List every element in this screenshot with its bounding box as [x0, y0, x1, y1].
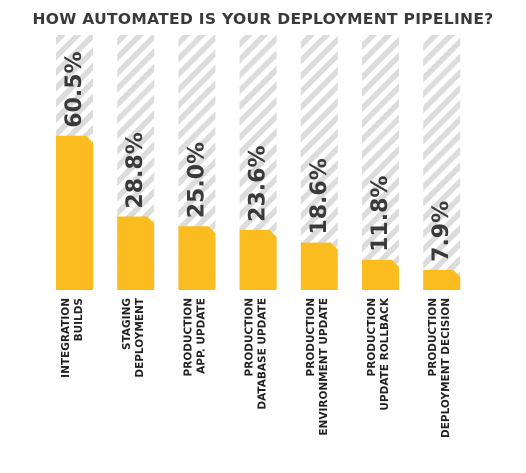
category-label-6-line-2: UPDATE ROLLBACK	[379, 297, 391, 410]
bar-7	[423, 269, 461, 290]
category-label-4-line-1: PRODUCTION	[244, 298, 256, 376]
category-label-5-line-2: ENVIRONMENT UPDATE	[318, 298, 330, 436]
category-label-2-line-2: DEPLOYMENT	[134, 297, 146, 377]
value-label-4: 23.6%	[246, 145, 271, 221]
bar-4	[239, 229, 277, 290]
value-label-1: 60.5%	[62, 51, 87, 127]
category-label-3-line-1: PRODUCTION	[182, 298, 194, 376]
category-label-2-line-1: STAGING	[121, 298, 133, 350]
bar-1	[56, 135, 93, 290]
category-label-7-line-2: DEPLOYMENT DECISION	[440, 298, 452, 438]
category-label-4-line-2: DATABASE UPDATE	[257, 298, 269, 410]
bar-2	[117, 216, 155, 290]
bar-background-6	[362, 35, 399, 290]
category-label-1-line-2: BUILDS	[73, 298, 85, 341]
chart-title: HOW AUTOMATED IS YOUR DEPLOYMENT PIPELIN…	[32, 10, 494, 28]
category-label-1-line-1: INTEGRATION	[60, 298, 72, 378]
value-label-5: 18.6%	[307, 158, 332, 234]
category-label-6-line-1: PRODUCTION	[366, 298, 378, 376]
category-label-3-line-2: APP. UPDATE	[195, 298, 207, 374]
bar-6	[362, 259, 399, 290]
value-label-6: 11.8%	[368, 176, 393, 252]
bar-background-7	[423, 35, 461, 290]
value-label-3: 25.0%	[184, 142, 209, 218]
value-label-7: 7.9%	[429, 201, 454, 262]
bar-5	[300, 242, 338, 290]
category-label-5-line-1: PRODUCTION	[305, 298, 317, 376]
bar-3	[178, 226, 216, 290]
value-label-2: 28.8%	[123, 132, 148, 208]
category-label-7-line-1: PRODUCTION	[427, 298, 439, 376]
bars-layer	[56, 35, 461, 290]
